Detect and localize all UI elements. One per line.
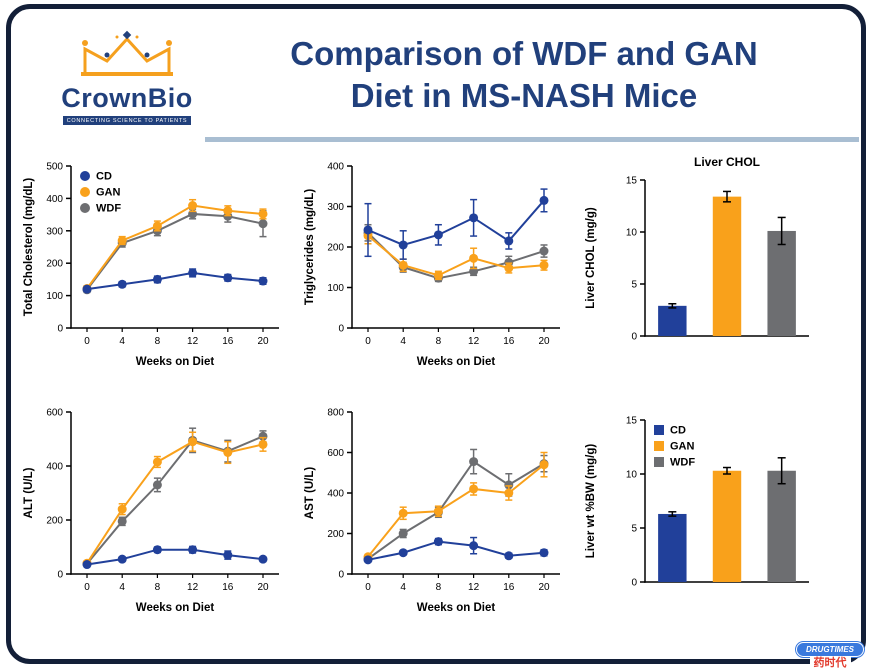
svg-text:WDF: WDF [670,457,695,469]
svg-text:200: 200 [47,516,64,527]
liver-wt-chart: 0 5 10 15 Liver wt %BW (mg/g) CD GAN WDF [585,416,809,589]
svg-text:8: 8 [155,336,161,347]
liver-chol-chart: Liver CHOL 0 5 10 15 Liver CHOL (mg/g) [585,155,809,343]
figure-header: CrownBio CONNECTING SCIENCE TO PATIENTS … [11,9,861,125]
svg-text:CD: CD [96,171,112,183]
svg-text:Triglycerides (mg/dL): Triglycerides (mg/dL) [304,189,316,305]
svg-text:4: 4 [120,582,126,593]
svg-text:5: 5 [631,524,637,535]
svg-text:200: 200 [327,529,344,540]
svg-text:20: 20 [258,336,270,347]
svg-text:12: 12 [468,582,480,593]
chart-liver-wt: 0 5 10 15 Liver wt %BW (mg/g) CD GAN WDF [581,396,857,618]
svg-text:CD: CD [670,425,686,437]
svg-text:Liver CHOL: Liver CHOL [694,155,760,169]
svg-text:600: 600 [47,408,64,419]
title-line-2: Diet in MS-NASH Mice [350,77,698,115]
svg-text:0: 0 [631,332,637,343]
logo-name: CrownBio [61,83,193,113]
svg-text:8: 8 [155,582,161,593]
svg-text:Total Cholesterol (mg/dL): Total Cholesterol (mg/dL) [23,178,35,317]
svg-text:500: 500 [47,162,64,173]
svg-text:600: 600 [327,448,344,459]
crownbio-logo: CrownBio CONNECTING SCIENCE TO PATIENTS [51,29,203,125]
svg-text:4: 4 [400,582,406,593]
svg-text:800: 800 [327,408,344,419]
svg-text:12: 12 [187,336,199,347]
svg-text:200: 200 [327,243,344,254]
alt-chart: 0 200 400 600 ALT (U/L) Weeks on Diet 0 4 8 12 16 2… [23,408,280,614]
svg-text:0: 0 [631,578,637,589]
svg-text:20: 20 [258,582,270,593]
svg-text:16: 16 [223,582,235,593]
svg-text:Weeks on Diet: Weeks on Diet [136,356,215,368]
svg-text:0: 0 [85,582,91,593]
svg-text:12: 12 [187,582,199,593]
svg-text:0: 0 [338,324,344,335]
svg-text:300: 300 [47,226,64,237]
svg-text:WDF: WDF [96,203,121,215]
ast-chart: 0 200 400 600 800 AST (U/L) Weeks on Diet 0 4 8 12… [304,408,560,614]
header-divider [205,137,859,142]
svg-text:400: 400 [47,194,64,205]
drugtimes-watermark: DRUGTIMES 药时代 [796,642,864,670]
chart-ast: 0 200 400 600 800 AST (U/L) Weeks on Diet 0 4 8 12… [300,396,576,618]
svg-text:0: 0 [365,336,371,347]
svg-text:0: 0 [85,336,91,347]
drugtimes-cn-label: 药时代 [809,657,851,670]
svg-text:Weeks on Diet: Weeks on Diet [417,356,496,368]
svg-text:20: 20 [538,582,550,593]
svg-text:ALT (U/L): ALT (U/L) [23,467,35,518]
svg-text:100: 100 [47,291,64,302]
svg-text:Weeks on Diet: Weeks on Diet [136,602,215,614]
svg-text:8: 8 [436,336,442,347]
svg-text:10: 10 [626,470,638,481]
chart-alt: 0 200 400 600 ALT (U/L) Weeks on Diet 0 4 8 12 16 2… [19,396,295,618]
svg-text:Weeks on Diet: Weeks on Diet [417,602,496,614]
svg-text:0: 0 [58,570,64,581]
svg-text:100: 100 [327,283,344,294]
svg-text:16: 16 [503,336,515,347]
svg-text:16: 16 [223,336,235,347]
svg-text:0: 0 [365,582,371,593]
title-line-1: Comparison of WDF and GAN [290,35,758,72]
crown-icon [81,30,173,76]
svg-text:0: 0 [58,324,64,335]
svg-text:10: 10 [626,228,638,239]
svg-text:GAN: GAN [670,441,695,453]
charts-grid: 0 100 200 300 400 500 Total Cholesterol (mg/dL… [11,142,861,618]
svg-text:0: 0 [338,570,344,581]
svg-text:300: 300 [327,202,344,213]
svg-text:GAN: GAN [96,187,121,199]
svg-text:15: 15 [626,176,638,187]
svg-text:400: 400 [327,162,344,173]
svg-text:Liver CHOL (mg/g): Liver CHOL (mg/g) [585,207,597,309]
svg-text:20: 20 [538,336,550,347]
svg-text:16: 16 [503,582,515,593]
svg-text:5: 5 [631,280,637,291]
chart-triglycerides: 0 100 200 300 400 Triglycerides (mg/dL) Weeks … [300,150,576,372]
svg-text:400: 400 [47,462,64,473]
svg-text:4: 4 [120,336,126,347]
figure-title: Comparison of WDF and GAN Diet in MS-NAS… [203,33,845,117]
svg-text:8: 8 [436,582,442,593]
chart-liver-chol: Liver CHOL 0 5 10 15 Liver CHOL (mg/g) [581,150,857,372]
svg-text:400: 400 [327,489,344,500]
svg-text:200: 200 [47,259,64,270]
svg-text:4: 4 [400,336,406,347]
svg-text:AST (U/L): AST (U/L) [304,467,316,520]
figure-card: CrownBio CONNECTING SCIENCE TO PATIENTS … [6,4,866,664]
svg-text:Liver wt %BW (mg/g): Liver wt %BW (mg/g) [585,444,597,559]
svg-text:15: 15 [626,416,638,427]
drugtimes-badge: DRUGTIMES [796,642,864,658]
logo-tagline: CONNECTING SCIENCE TO PATIENTS [62,116,192,125]
chart-total-cholesterol: 0 100 200 300 400 500 Total Cholesterol (mg/dL… [19,150,295,372]
svg-text:12: 12 [468,336,480,347]
